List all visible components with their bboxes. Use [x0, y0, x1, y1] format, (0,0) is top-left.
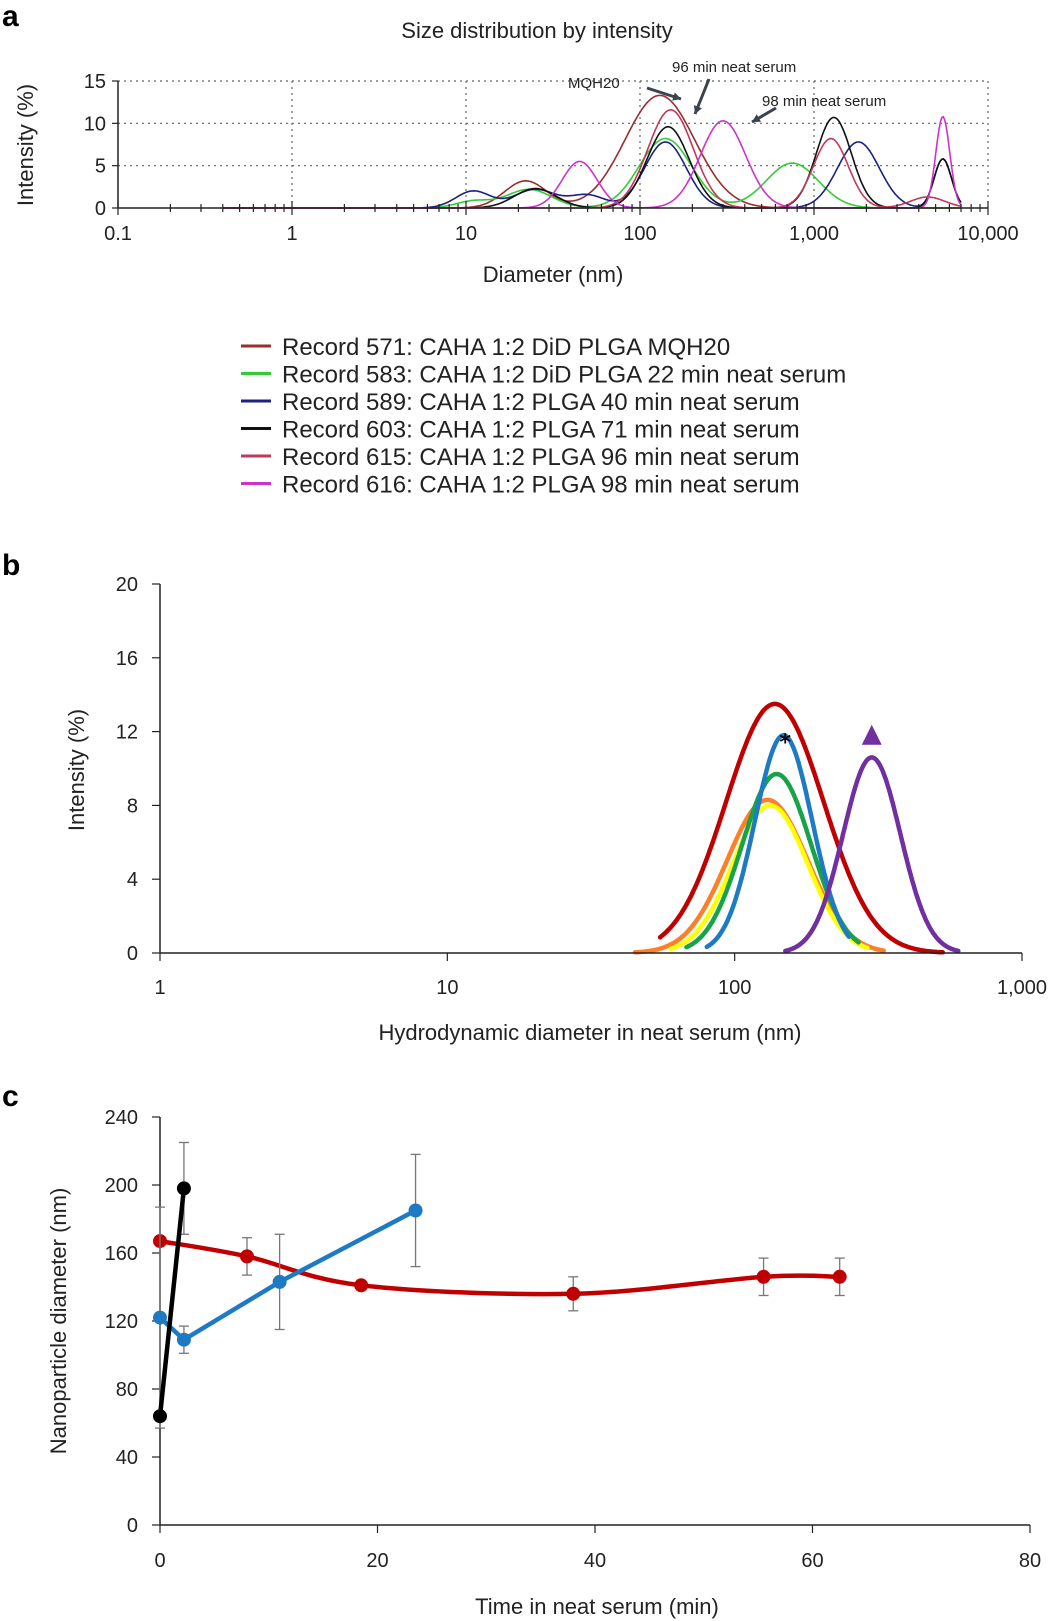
chart-c-y-tick-label: 80: [116, 1379, 138, 1401]
chart-c-series-blue-point: [153, 1310, 167, 1325]
chart-c-y-tick-label: 200: [105, 1175, 138, 1197]
chart-c-series-red-point: [354, 1278, 369, 1293]
chart-a-annotation-arrowhead: [693, 105, 702, 114]
chart-c-series-red-point: [756, 1269, 771, 1284]
chart-c-y-tick-label: 120: [105, 1311, 138, 1333]
chart-b-y-tick-label: 0: [127, 943, 138, 965]
chart-c-y-tick-label: 160: [105, 1243, 138, 1265]
chart-b-y-title: Intensity (%): [64, 709, 89, 831]
chart-c-series-black-line: [157, 1186, 187, 1419]
chart-b-x-tick-label: 10: [436, 977, 458, 999]
chart-c-y-tick-label: 240: [105, 1107, 138, 1129]
chart-b-y-tick-label: 4: [127, 869, 138, 891]
chart-a-annotation-arrowhead: [752, 114, 761, 122]
chart-b-asterisk-marker: *: [780, 730, 792, 755]
chart-b-x-tick-label: 1,000: [997, 977, 1047, 999]
chart-c-x-tick-label: 60: [801, 1550, 823, 1572]
chart-c-series-blue-point: [176, 1332, 191, 1347]
chart-c-y-title: Nanoparticle diameter (nm): [46, 1188, 71, 1455]
chart-a-legend-label: Record 615: CAHA 1:2 PLGA 96 min neat se…: [282, 444, 800, 471]
chart-c-series-black-point: [153, 1409, 167, 1424]
chart-b-triangle-marker: ▲: [862, 718, 882, 748]
panel-b-label: b: [2, 549, 20, 582]
chart-a-x-tick-label: 1,000: [789, 223, 839, 245]
chart-b-y-tick-label: 12: [116, 722, 138, 744]
chart-a-x-tick-label: 10: [455, 223, 477, 245]
chart-b-x-tick-label: 100: [718, 977, 751, 999]
chart-b-series-blue: [704, 733, 852, 950]
chart-c-series-black-point: [176, 1181, 191, 1196]
chart-b-y-tick-label: 20: [116, 574, 138, 596]
chart-a-x-tick-label: 10,000: [957, 223, 1018, 245]
chart-a-y-tick-label: 10: [84, 113, 106, 135]
chart-b-y-tick-label: 8: [127, 795, 138, 817]
chart-b-x-tick-label: 1: [154, 977, 165, 999]
chart-c-x-tick-label: 80: [1019, 1550, 1041, 1572]
chart-a-x-title: Diameter (nm): [483, 262, 624, 287]
chart-b-series-yellow: [668, 803, 870, 951]
chart-a-legend-label: Record 589: CAHA 1:2 PLGA 40 min neat se…: [282, 389, 800, 416]
chart-b-series-red: [657, 701, 946, 955]
chart-b: 0 4 8 12 16 20 1 10 100 1,000 Hydrodynamic diamete…: [64, 574, 1047, 1045]
chart-a-annotation: 96 min neat serum: [672, 59, 796, 76]
chart-a-x-tick-label: 100: [623, 223, 656, 245]
chart-a-annotation-arrowhead: [672, 92, 681, 101]
chart-c-y-tick-label: 0: [127, 1515, 138, 1537]
chart-c-series-red-line: [157, 1238, 842, 1297]
chart-c-series-red-point: [832, 1269, 847, 1284]
chart-c-series-red-point: [240, 1249, 254, 1264]
chart-a-legend-label: Record 583: CAHA 1:2 DiD PLGA 22 min nea…: [282, 362, 846, 389]
chart-a-annotation: MQH20: [568, 75, 620, 92]
chart-a-annotation: 98 min neat serum: [762, 93, 886, 110]
chart-b-y-tick-label: 16: [116, 648, 138, 670]
chart-a-x-tick-label: 0.1: [104, 223, 132, 245]
panel-a-label: a: [2, 0, 19, 33]
chart-c-series-blue-point: [272, 1274, 287, 1289]
chart-a-y-tick-label: 15: [84, 71, 106, 93]
chart-a-legend-label: Record 616: CAHA 1:2 PLGA 98 min neat se…: [282, 472, 800, 499]
chart-c-y-tick-label: 40: [116, 1447, 138, 1469]
chart-a-legend-label: Record 571: CAHA 1:2 DiD PLGA MQH20: [282, 334, 730, 361]
chart-c-series-blue-line: [157, 1208, 418, 1342]
chart-a-y-tick-label: 5: [95, 156, 106, 178]
chart-c-x-tick-label: 40: [584, 1550, 606, 1572]
panel-c-label: c: [2, 1080, 19, 1113]
chart-a-legend-label: Record 603: CAHA 1:2 PLGA 71 min neat se…: [282, 417, 800, 444]
chart-a-series-line: [222, 108, 962, 209]
chart-c: 0 40 80 120 160 200 240 0 20 40 60 80 Time in neat s…: [46, 1107, 1041, 1619]
chart-b-series-purple: [783, 755, 961, 954]
chart-c-x-tick-label: 20: [366, 1550, 388, 1572]
chart-b-x-title: Hydrodynamic diameter in neat serum (nm): [378, 1020, 801, 1045]
chart-c-series-blue-point: [408, 1203, 423, 1218]
chart-a-title: Size distribution by intensity: [401, 18, 672, 43]
chart-c-x-tick-label: 0: [154, 1550, 165, 1572]
chart-a-y-title: Intensity (%): [13, 84, 38, 206]
chart-c-x-title: Time in neat serum (min): [475, 1594, 719, 1619]
chart-c-series-red-point: [566, 1286, 581, 1301]
chart-a-y-tick-label: 0: [95, 198, 106, 220]
chart-a-x-tick-label: 1: [286, 223, 297, 245]
